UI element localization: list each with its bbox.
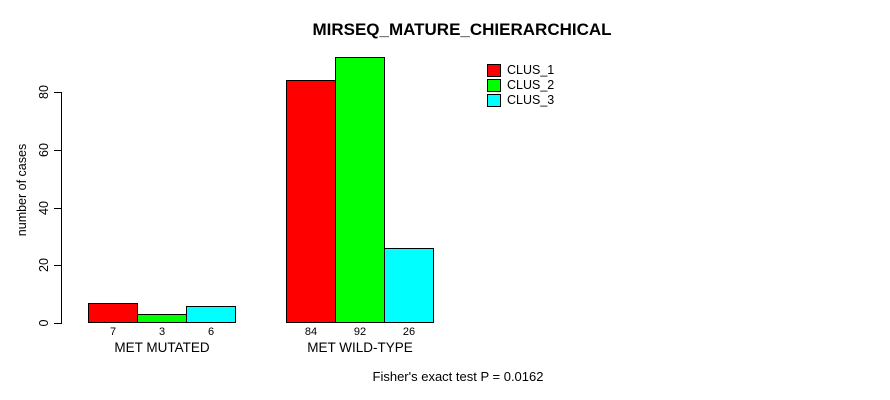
legend-swatch (487, 94, 501, 107)
legend-item: CLUS_3 (487, 94, 554, 107)
bar (335, 57, 385, 323)
bar-value-label: 3 (158, 326, 166, 338)
y-tick-label: 60 (37, 143, 51, 157)
bar (137, 314, 187, 323)
legend-label: CLUS_3 (507, 93, 555, 107)
category-label: MET WILD-TYPE (307, 340, 413, 355)
legend-swatch (487, 79, 501, 92)
legend-item: CLUS_1 (487, 64, 554, 77)
y-tick-mark (54, 150, 61, 151)
legend-label: CLUS_1 (507, 63, 555, 77)
y-tick-mark (54, 265, 61, 266)
y-tick-label: 0 (37, 319, 51, 327)
y-tick-label: 80 (37, 85, 51, 99)
y-tick-mark (54, 92, 61, 93)
annotation-text: Fisher's exact test P = 0.0162 (372, 369, 544, 384)
legend-label: CLUS_2 (507, 78, 555, 92)
y-tick-label: 40 (37, 201, 51, 215)
category-label: MET MUTATED (114, 340, 210, 355)
y-tick-mark (54, 208, 61, 209)
bar (186, 306, 236, 323)
legend-item: CLUS_2 (487, 79, 554, 92)
bar (286, 80, 336, 323)
y-axis-line (61, 92, 62, 324)
bar-value-label: 92 (353, 326, 367, 338)
bar (88, 303, 138, 323)
y-axis-label: number of cases (15, 143, 29, 237)
bar-value-label: 26 (402, 326, 416, 338)
bar-value-label: 6 (207, 326, 215, 338)
bar (384, 248, 434, 323)
bar-value-label: 84 (304, 326, 318, 338)
y-tick-mark (54, 323, 61, 324)
chart-title: MIRSEQ_MATURE_CHIERARCHICAL (312, 20, 612, 39)
y-tick-label: 20 (37, 258, 51, 272)
legend: CLUS_1 CLUS_2 CLUS_3 (487, 64, 554, 107)
bar-value-label: 7 (109, 326, 117, 338)
legend-swatch (487, 64, 501, 77)
